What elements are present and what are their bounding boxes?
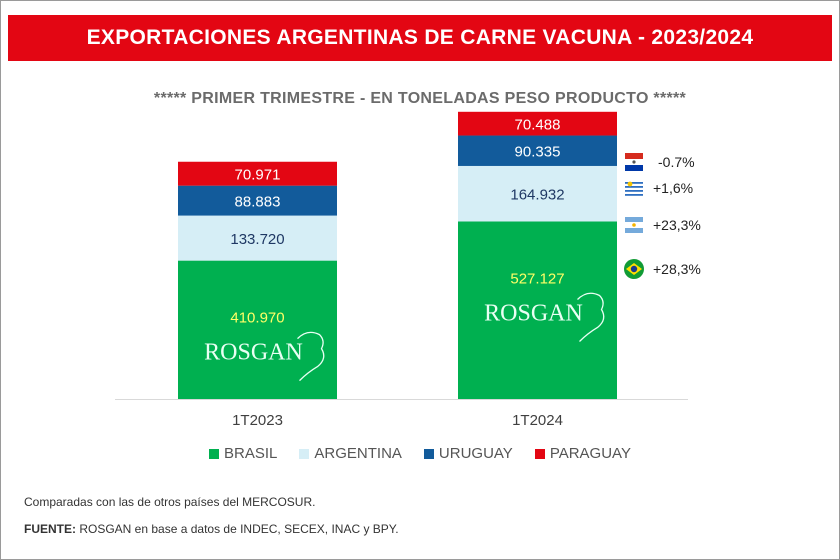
flag-sun (632, 223, 636, 227)
legend-item-argentina: ARGENTINA (299, 445, 402, 462)
data-label: 164.932 (510, 187, 564, 204)
flag-stripe (625, 165, 643, 171)
legend-label: URUGUAY (438, 445, 513, 462)
bar-segment-argentina (178, 215, 337, 261)
bar-segment-paraguay (458, 111, 617, 136)
flag-stripe (625, 186, 643, 188)
legend-label: BRASIL (224, 445, 278, 462)
flag-emblem (632, 160, 636, 164)
bar-segment-brasil (178, 260, 337, 399)
bar-segment-uruguay (458, 135, 617, 166)
bar-segment-argentina (458, 165, 617, 222)
legend-swatch (423, 448, 434, 459)
footer-note: Comparadas con las de otros países del M… (24, 495, 316, 509)
flag-sun (627, 181, 633, 187)
data-label: 70.488 (515, 117, 561, 134)
flag-stripe (625, 194, 643, 196)
flag-stripe (625, 217, 643, 222)
variation-label: -0.7% (658, 154, 695, 170)
x-tick-label: 1T2024 (512, 412, 563, 429)
variation-label: +28,3% (653, 261, 701, 277)
data-label: 70.971 (235, 167, 281, 184)
flag-stripe (625, 190, 643, 192)
legend-item-brasil: BRASIL (209, 445, 277, 462)
chart-title: EXPORTACIONES ARGENTINAS DE CARNE VACUNA… (8, 15, 832, 61)
flag-globe (630, 265, 638, 273)
legend-item-uruguay: URUGUAY (423, 445, 513, 462)
data-label: 410.970 (230, 310, 284, 327)
legend-swatch (299, 448, 310, 459)
source-text: ROSGAN en base a datos de INDEC, SECEX, … (76, 522, 399, 536)
bar-segment-brasil (458, 221, 617, 399)
footer-source: FUENTE: ROSGAN en base a datos de INDEC,… (24, 522, 399, 536)
flag-stripe (625, 228, 643, 233)
x-tick-label: 1T2023 (232, 412, 283, 429)
legend-label: ARGENTINA (314, 445, 402, 462)
chart-subtitle: ***** PRIMER TRIMESTRE - EN TONELADAS PE… (153, 90, 687, 107)
bar-segment-paraguay (178, 161, 337, 186)
data-label: 90.335 (515, 144, 561, 161)
rosgan-watermark: ROSGAN (204, 340, 303, 366)
bar-segment-uruguay (178, 185, 337, 216)
rosgan-watermark: ROSGAN (484, 300, 583, 326)
flag-stripe (625, 153, 643, 159)
data-label: 527.127 (510, 270, 564, 287)
legend-label: PARAGUAY (549, 445, 631, 462)
data-label: 133.720 (230, 231, 284, 248)
legend-item-paraguay: PARAGUAY (534, 445, 631, 462)
variation-label: +23,3% (653, 217, 701, 233)
data-label: 88.883 (235, 194, 281, 211)
variation-label: +1,6% (653, 180, 693, 196)
bull-logo-icon (297, 331, 325, 382)
legend-swatch (534, 448, 545, 459)
flag-stripe (625, 182, 643, 184)
legend-swatch (209, 448, 220, 459)
bull-logo-icon (577, 292, 605, 342)
legend: BRASIL ARGENTINA URUGUAY PARAGUAY (0, 445, 840, 462)
source-label: FUENTE: (24, 522, 76, 536)
